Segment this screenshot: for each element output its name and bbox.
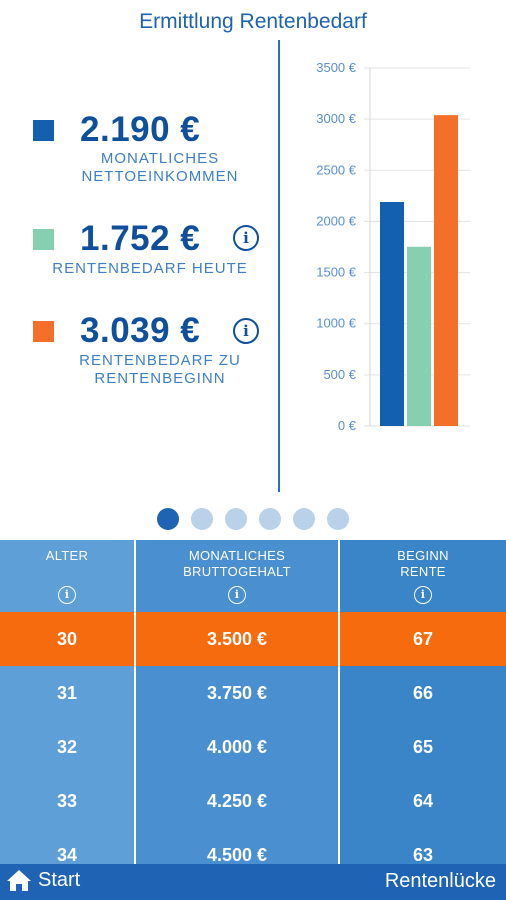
y-tick-label: 1500 € (316, 265, 357, 280)
bar (380, 201, 404, 426)
page-dot[interactable] (225, 508, 247, 530)
cell-gehalt: 3.750 € (206, 682, 268, 703)
table-row[interactable]: 30 3.500 € 67 (0, 612, 506, 666)
page-indicator (0, 508, 506, 530)
cell-alter: 31 (56, 682, 78, 703)
info-icon[interactable]: i (233, 318, 259, 344)
salary-table: ALTER i MONATLICHES BRUTTOGEHALT i BEGIN… (0, 540, 506, 864)
cell-rente: 67 (412, 628, 434, 649)
header-bruttogehalt: MONATLICHES BRUTTOGEHALT i (134, 540, 340, 612)
page-dot[interactable] (293, 508, 315, 530)
info-icon[interactable]: i (414, 586, 432, 604)
cell-alter: 34 (56, 844, 78, 865)
cell-gehalt: 4.000 € (206, 736, 268, 757)
legend-swatch-bedarf-heute (33, 229, 54, 250)
home-icon (7, 870, 31, 891)
bedarf-heute-caption: RENTENBEDARF HEUTE (52, 260, 248, 277)
start-button[interactable]: Start (6, 868, 80, 892)
y-tick-label: 1000 € (316, 316, 357, 331)
y-tick-label: 3000 € (316, 111, 357, 126)
info-icon[interactable]: i (58, 586, 76, 604)
bedarf-heute-amount: 1.752 € (80, 219, 201, 258)
rentenluecke-button[interactable]: Rentenlücke (384, 870, 496, 892)
cell-gehalt: 4.500 € (206, 844, 268, 865)
vertical-divider (278, 40, 280, 492)
table-row[interactable]: 34 4.500 € 63 (0, 828, 506, 865)
cell-rente: 66 (412, 682, 434, 703)
bar-chart: 0 € 500 € 1000 € 1500 € 2000 € 2500 € 3000 € 35… (282, 55, 506, 445)
bar (434, 115, 458, 426)
cell-gehalt: 4.250 € (206, 790, 268, 811)
info-icon[interactable]: i (233, 225, 259, 251)
y-tick-label: 500 € (323, 367, 356, 382)
bedarf-rentenbeginn-caption: RENTENBEDARF ZU RENTENBEGINN (79, 352, 241, 387)
legend-swatch-netto (33, 120, 54, 141)
cell-alter: 33 (56, 790, 78, 811)
y-tick-label: 3500 € (316, 60, 357, 75)
bar-chart-svg: 0 € 500 € 1000 € 1500 € 2000 € 2500 € 3000 € 35… (316, 60, 470, 433)
cell-rente: 65 (412, 736, 434, 757)
y-tick-label: 0 € (338, 418, 357, 433)
page-dot[interactable] (259, 508, 281, 530)
table-row[interactable]: 32 4.000 € 65 (0, 720, 506, 774)
cell-rente: 64 (412, 790, 434, 811)
table-row[interactable]: 33 4.250 € 64 (0, 774, 506, 828)
header-beginn-rente-label: BEGINN RENTE (397, 548, 449, 579)
cell-alter: 30 (56, 628, 78, 649)
netto-amount: 2.190 € (80, 110, 201, 149)
netto-caption: MONATLICHES NETTOEINKOMMEN (81, 150, 239, 185)
cell-rente: 63 (412, 844, 434, 865)
bedarf-rentenbeginn-amount: 3.039 € (80, 311, 201, 350)
header-beginn-rente: BEGINN RENTE i (340, 540, 506, 612)
page-dot[interactable] (327, 508, 349, 530)
header-alter-label: ALTER (45, 548, 89, 563)
bottom-nav: Start Rentenlücke (0, 864, 506, 900)
bar (407, 246, 431, 426)
cell-gehalt: 3.500 € (134, 612, 340, 666)
page-dot[interactable] (191, 508, 213, 530)
legend-swatch-bedarf-rentenbeginn (33, 321, 54, 342)
header-alter: ALTER i (0, 540, 134, 612)
start-label: Start (38, 868, 81, 891)
table-row[interactable]: 31 3.750 € 66 (0, 666, 506, 720)
page-title: Ermittlung Rentenbedarf (139, 10, 367, 33)
cell-alter: 32 (56, 736, 78, 757)
info-icon[interactable]: i (228, 586, 246, 604)
y-tick-label: 2500 € (316, 162, 357, 177)
page-dot[interactable] (157, 508, 179, 530)
header-bruttogehalt-label: MONATLICHES BRUTTOGEHALT (183, 548, 291, 579)
y-tick-label: 2000 € (316, 213, 357, 228)
